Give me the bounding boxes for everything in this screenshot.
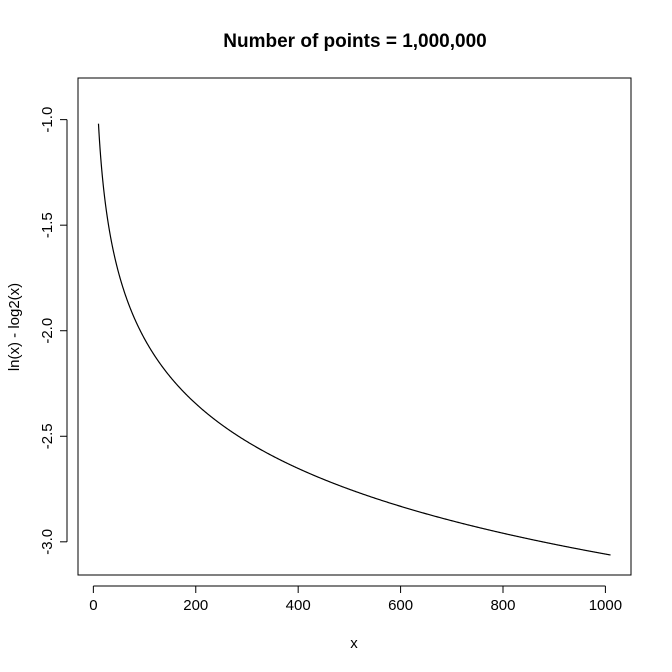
x-tick-label: 800 — [490, 597, 515, 614]
chart-title: Number of points = 1,000,000 — [223, 31, 486, 52]
y-tick-label: -2.0 — [39, 318, 56, 344]
y-axis: -1.0 -1.5 -2.0 -2.5 -3.0 — [39, 107, 68, 555]
y-tick-label: -1.5 — [39, 212, 56, 238]
y-tick-label: -2.5 — [39, 423, 56, 449]
y-axis-label: ln(x) - log2(x) — [6, 283, 23, 371]
x-axis-label: x — [350, 635, 358, 652]
x-tick-label: 200 — [183, 597, 208, 614]
x-tick-label: 400 — [286, 597, 311, 614]
x-tick-label: 1000 — [589, 597, 622, 614]
x-tick-label: 600 — [388, 597, 413, 614]
plot-frame — [77, 77, 632, 576]
y-tick-label: -1.0 — [39, 107, 56, 133]
series-line — [97, 123, 611, 556]
x-tick-label: 0 — [89, 597, 97, 614]
x-axis: 0 200 400 600 800 1000 — [89, 585, 622, 614]
y-tick-label: -3.0 — [39, 529, 56, 555]
